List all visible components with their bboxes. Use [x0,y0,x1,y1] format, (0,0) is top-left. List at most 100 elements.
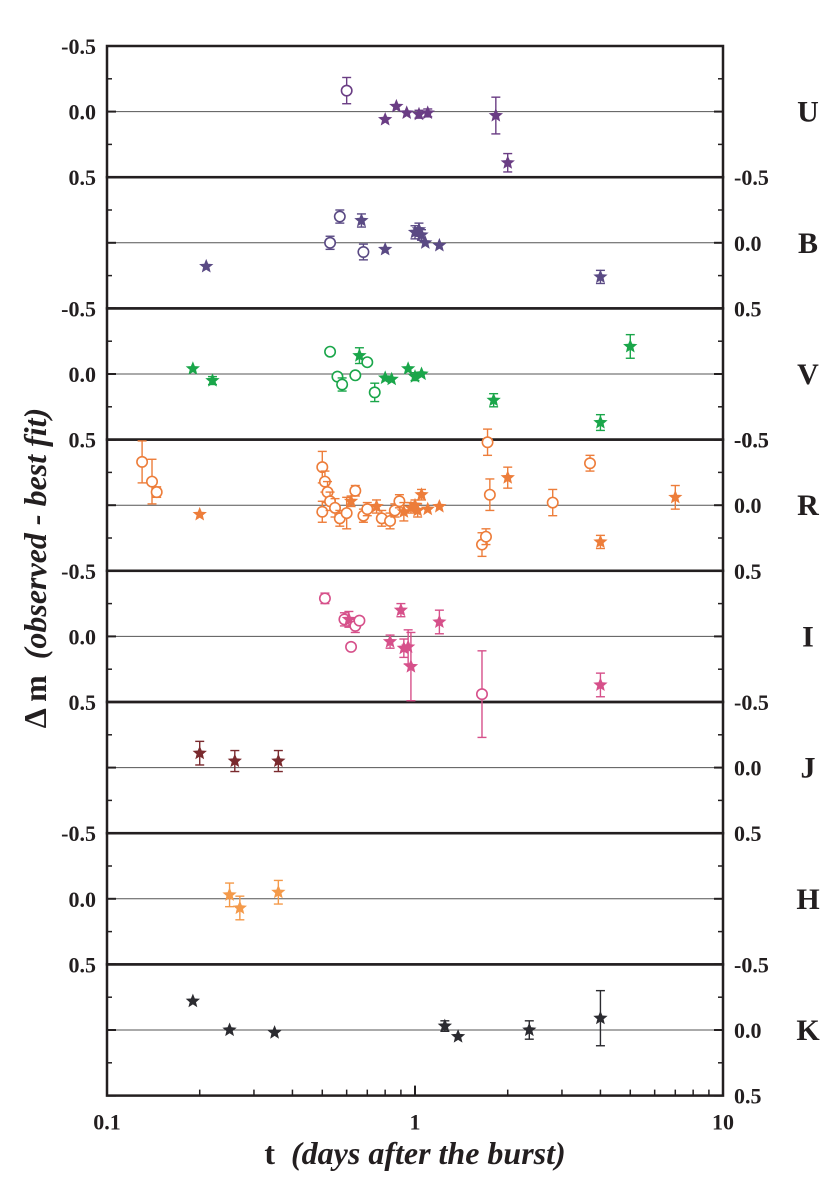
x-axis: 0.1 1 10 [93,1085,734,1135]
open-circle-marker [393,495,406,508]
y-tick-label-right: 0.0 [734,756,762,781]
star-marker [593,1010,608,1025]
data-point-v-4 [336,377,349,392]
y-tick-label-right: -0.5 [734,428,769,453]
star-marker [407,369,423,383]
star-marker [410,502,425,517]
star-marker [418,235,433,249]
data-markers [136,76,683,1047]
star-marker [343,493,359,508]
star-marker [205,373,220,387]
open-circle-marker [384,514,397,527]
data-point-i-8 [396,638,411,659]
star-marker [437,1018,452,1033]
data-point-r-20 [393,494,406,509]
band-label-i: I [802,620,814,653]
data-point-r-25 [414,487,429,501]
data-point-v-7 [361,356,374,369]
y-tick-label-right: 0.5 [734,821,762,846]
y-tick-label-left: 0.5 [69,952,97,977]
y-axis-title-main: Δ m [17,675,53,728]
data-point-r-29 [479,528,492,546]
band-label-v: V [797,358,819,391]
y-tick-label-right: -0.5 [734,952,769,977]
star-marker [420,105,435,119]
open-circle-marker [146,475,159,488]
open-circle-marker [546,496,559,509]
data-point-i-5 [353,614,366,627]
data-point-b-1 [324,235,337,251]
y-tick-label-right: -0.5 [734,165,769,190]
open-circle-marker [368,386,381,399]
data-point-r-26 [420,501,435,516]
data-point-v-16 [623,333,638,359]
star-marker [420,501,435,516]
y-tick-label-left: -0.5 [61,34,96,59]
star-marker [192,506,207,521]
y-tick-label-right: 0.5 [734,296,762,321]
data-point-r-34 [584,454,597,472]
open-circle-marker [349,369,362,382]
y-tick-label-right: 0.0 [734,1018,762,1043]
star-marker [378,241,393,256]
y-tick-label-right: 0.0 [734,493,762,518]
data-point-r-33 [546,488,559,517]
y-tick-label-right: 0.5 [734,559,762,584]
star-marker [389,98,404,113]
star-marker [267,1025,282,1039]
y-tick-label-left: 0.0 [69,100,97,125]
open-circle-marker [361,356,374,369]
y-tick-label-right: 0.0 [734,231,762,256]
star-marker [450,1029,466,1043]
data-point-j-0 [192,740,207,766]
data-point-i-12 [475,650,488,739]
open-circle-marker [329,501,342,514]
open-circle-marker [584,457,597,470]
star-marker [407,224,423,239]
y-tick-label-left: -0.5 [61,559,96,584]
star-marker [593,677,608,691]
star-marker [401,639,416,653]
data-point-u-2 [389,98,404,113]
star-marker [271,884,286,899]
y-tick-label-left: 0.5 [69,428,97,453]
data-point-v-2 [324,345,337,358]
star-marker [354,213,369,227]
star-marker [352,348,367,362]
star-marker [396,504,411,518]
star-marker [192,745,207,760]
data-point-i-11 [432,609,447,635]
star-marker [500,155,515,169]
x-tick-label: 1 [410,1110,421,1135]
data-point-b-3 [354,213,369,228]
data-point-v-15 [593,413,608,432]
data-point-j-1 [227,749,242,773]
data-point-i-7 [393,602,408,618]
y-axis-title: Δ m (observed - best fit) [17,408,53,728]
star-marker [623,338,638,353]
y-tick-label-left: 0.5 [69,165,97,190]
data-point-r-31 [483,478,496,512]
open-circle-marker [357,245,370,258]
x-tick-label: 0.1 [93,1110,121,1135]
data-point-j-2 [271,749,286,773]
panel-frames [105,44,725,1097]
star-marker [222,887,237,901]
data-point-k-2 [267,1025,282,1039]
star-marker [414,227,429,241]
y-tick-label-right: -0.5 [734,428,769,453]
data-point-k-1 [222,1022,237,1037]
data-point-b-2 [333,209,346,224]
star-marker [486,392,501,407]
data-point-u-3 [399,105,414,119]
data-point-b-9 [418,235,433,249]
star-marker [185,993,200,1008]
star-marker [185,361,200,375]
star-marker [432,614,447,628]
data-point-b-10 [432,237,447,252]
band-label-h: H [796,883,819,916]
open-circle-marker [353,614,366,627]
data-point-v-10 [384,371,399,386]
data-point-h-1 [232,895,247,921]
star-marker [488,108,503,122]
